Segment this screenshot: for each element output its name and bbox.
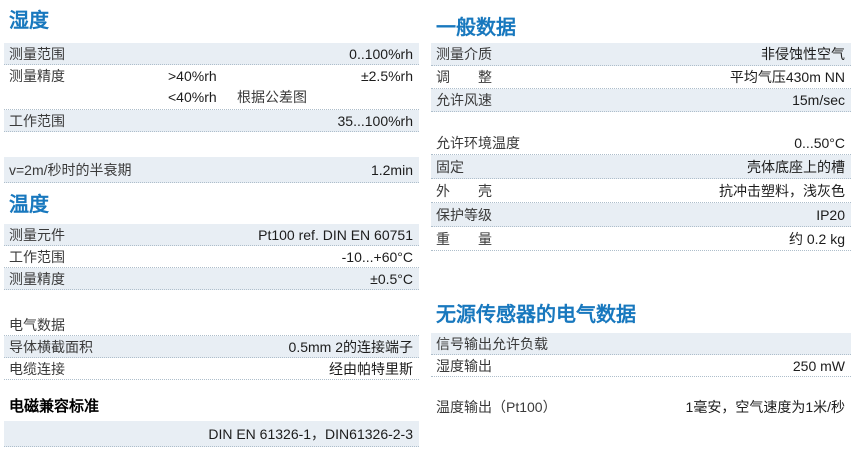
spec-label: 固定 <box>436 158 464 175</box>
table-row-working-range: 工作范围 35...100%rh <box>4 110 419 132</box>
condition-above-40rh: >40%rh <box>168 68 217 84</box>
spec-value: 抗冲击塑料，浅灰色 <box>719 182 845 199</box>
table-row-accuracy: 测量精度 >40%rh ±2.5%rh <40%rh 根据公差图 <box>4 65 419 110</box>
spec-label: 导体横截面积 <box>9 338 93 355</box>
spec-value: 0..100%rh <box>349 45 413 62</box>
spec-label: 外 壳 <box>436 182 492 199</box>
table-row-measuring-range: 测量范围 0..100%rh <box>4 43 419 65</box>
spec-label: 测量介质 <box>436 46 492 62</box>
table-row-signal-load: 信号输出允许负载 <box>431 333 851 355</box>
table-row-accuracy-temp: 测量精度 ±0.5°C <box>4 268 419 290</box>
table-row-halflife: v=2m/秒时的半衰期 1.2min <box>4 157 419 183</box>
spec-value: ±2.5%rh <box>360 68 413 84</box>
spec-value: 250 mW <box>792 357 845 374</box>
spacer <box>431 377 851 395</box>
spec-value: 约 0.2 kg <box>788 230 845 247</box>
passive-table: 信号输出允许负载 湿度输出 250 mW <box>431 333 851 377</box>
general-table-bottom: 允许环境温度 0...50°C 固定 壳体底座上的槽 外 壳 抗冲击塑料，浅灰色… <box>431 131 851 251</box>
spec-value: 平均气压430m NN <box>729 69 845 85</box>
humidity-table: 测量范围 0..100%rh 测量精度 >40%rh ±2.5%rh <40%r… <box>4 43 419 132</box>
spec-label: 温度输出（Pt100） <box>436 399 557 415</box>
spec-value: -10...+60°C <box>341 248 413 265</box>
spec-value: 35...100%rh <box>337 112 414 129</box>
table-row-emc-standards: DIN EN 61326-1，DIN61326-2-3 <box>4 421 419 447</box>
spec-note: 根据公差图 <box>237 89 307 105</box>
spec-label: 电气数据 <box>9 316 65 333</box>
general-table-top: 测量介质 非侵蚀性空气 调 整 平均气压430m NN 允许风速 15m/sec <box>431 43 851 112</box>
spec-value: 壳体底座上的槽 <box>747 158 845 175</box>
section-title-passive-electrical: 无源传感器的电气数据 <box>436 304 636 326</box>
spec-value: DIN EN 61326-1，DIN61326-2-3 <box>208 425 413 442</box>
spacer <box>431 112 851 131</box>
table-row-air-velocity: 允许风速 15m/sec <box>431 89 851 112</box>
spec-label: 允许风速 <box>436 92 492 108</box>
table-row-weight: 重 量 约 0.2 kg <box>431 227 851 251</box>
spec-label: 重 量 <box>436 230 492 247</box>
left-column: 湿度 测量范围 0..100%rh 测量精度 >40%rh ±2.5%rh <4… <box>4 0 419 447</box>
table-row-temperature-output: 温度输出（Pt100） 1毫安，空气速度为1米/秒 <box>431 395 851 419</box>
table-row-sensing-element: 测量元件 Pt100 ref. DIN EN 60751 <box>4 224 419 246</box>
spacer <box>431 251 851 305</box>
condition-below-40rh: <40%rh <box>168 89 217 105</box>
spacer <box>4 290 419 314</box>
table-row-conductor-cross-section: 导体横截面积 0.5mm 2的连接端子 <box>4 336 419 358</box>
table-row-ambient-temp: 允许环境温度 0...50°C <box>431 131 851 155</box>
spec-label: 测量精度 <box>9 270 65 287</box>
spec-value: 15m/sec <box>792 92 845 108</box>
spec-label: 调 整 <box>436 69 492 85</box>
spec-label: 允许环境温度 <box>436 134 520 151</box>
temperature-table: 测量元件 Pt100 ref. DIN EN 60751 工作范围 -10...… <box>4 224 419 290</box>
spec-label: 工作范围 <box>9 248 65 265</box>
table-row-working-range-temp: 工作范围 -10...+60°C <box>4 246 419 268</box>
section-title-humidity: 湿度 <box>9 10 49 32</box>
spec-value: 1.2min <box>370 161 413 178</box>
table-row-electrical-data: 电气数据 <box>4 314 419 336</box>
spec-value: 经由帕特里斯 <box>329 360 413 377</box>
spec-label: 测量精度 <box>9 68 65 84</box>
spec-value: 非侵蚀性空气 <box>761 46 845 62</box>
spec-value: IP20 <box>816 206 845 223</box>
spec-value: 1毫安，空气速度为1米/秒 <box>685 399 845 415</box>
spec-label: 保护等级 <box>436 206 492 223</box>
section-title-temperature: 温度 <box>9 194 49 216</box>
table-row-housing: 外 壳 抗冲击塑料，浅灰色 <box>431 179 851 203</box>
spec-label: 电缆连接 <box>9 360 65 377</box>
spec-label: 湿度输出 <box>436 357 492 374</box>
spec-label: 信号输出允许负载 <box>436 335 548 352</box>
spec-label: 测量范围 <box>9 45 65 62</box>
table-row-adjustment: 调 整 平均气压430m NN <box>431 66 851 89</box>
spec-value: 0.5mm 2的连接端子 <box>288 338 413 355</box>
spec-label: 测量元件 <box>9 226 65 243</box>
table-row-humidity-output: 湿度输出 250 mW <box>431 355 851 377</box>
section-title-emc: 电磁兼容标准 <box>9 398 100 415</box>
spec-value: 0...50°C <box>794 134 845 151</box>
section-title-general: 一般数据 <box>436 17 516 39</box>
right-column: 一般数据 测量介质 非侵蚀性空气 调 整 平均气压430m NN 允许风速 15… <box>431 0 851 447</box>
spacer <box>4 132 419 157</box>
spec-label: v=2m/秒时的半衰期 <box>9 161 132 178</box>
table-row-protection-class: 保护等级 IP20 <box>431 203 851 227</box>
spec-label: 工作范围 <box>9 112 65 129</box>
spec-value: ±0.5°C <box>370 270 413 287</box>
table-row-mounting: 固定 壳体底座上的槽 <box>431 155 851 179</box>
spacer <box>4 380 419 399</box>
electrical-table: 电气数据 导体横截面积 0.5mm 2的连接端子 电缆连接 经由帕特里斯 <box>4 314 419 380</box>
table-row-medium: 测量介质 非侵蚀性空气 <box>431 43 851 66</box>
table-row-cable-connection: 电缆连接 经由帕特里斯 <box>4 358 419 380</box>
spec-value: Pt100 ref. DIN EN 60751 <box>258 226 413 243</box>
